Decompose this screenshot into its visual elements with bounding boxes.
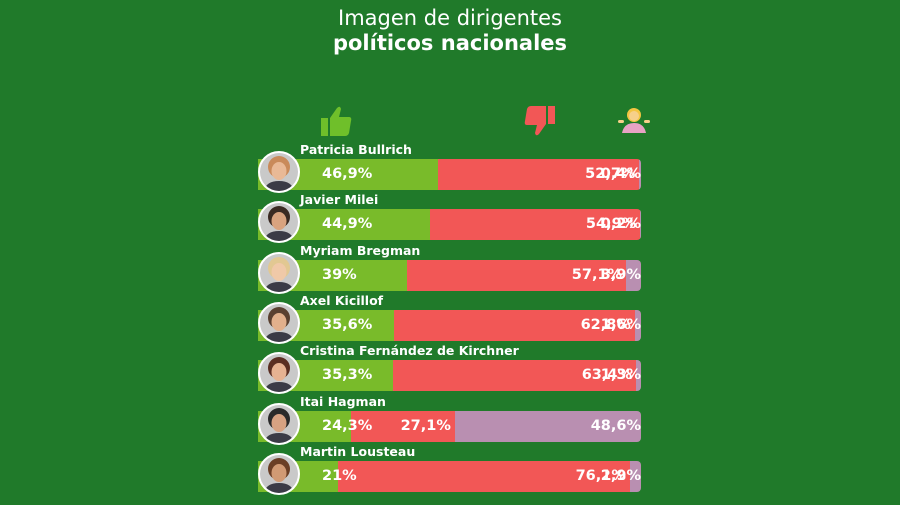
- bar-segment-undecided: [629, 460, 641, 492]
- bar-row: Itai Hagman 24,3% 27,1% 48,6%: [258, 393, 643, 445]
- stacked-bar: [258, 209, 641, 241]
- data-label-undecided: 2,9%: [600, 467, 641, 484]
- title-line-2: políticos nacionales: [332, 31, 568, 55]
- data-label-positive: 44,9%: [322, 216, 373, 233]
- bar-row: Javier Milei 44,9% 54,9% 0,2%: [258, 192, 643, 244]
- avatar: [258, 201, 300, 244]
- avatar: [258, 151, 300, 193]
- data-label-undecided: 3,9%: [600, 266, 641, 283]
- data-label-negative: 76,1%: [575, 467, 626, 484]
- data-label-positive: 35,6%: [322, 316, 373, 333]
- thumbs-down-icon: [524, 106, 555, 136]
- bar-row: Patricia Bullrich 46,9% 52,7% 0,4%: [258, 142, 643, 193]
- politician-name: Myriam Bregman: [300, 242, 421, 258]
- bar-row: Martin Lousteau 21% 76,1% 2,9%: [258, 443, 643, 495]
- bar-segment-undecided: [626, 259, 641, 291]
- bar-segment-negative: [394, 309, 636, 341]
- thumbs-up-icon: [321, 106, 352, 136]
- politician-name: Itai Hagman: [300, 393, 386, 409]
- bar-segment-undecided: [634, 309, 641, 341]
- politician-name: Javier Milei: [300, 192, 379, 208]
- data-label-negative: 27,1%: [400, 417, 451, 434]
- bar-segment-negative: [429, 209, 641, 241]
- bar-row: Cristina Fernández de Kirchner 35,3% 63,4%…: [258, 343, 643, 395]
- stacked-bar: [258, 410, 641, 442]
- data-label-negative: 62,8%: [580, 316, 631, 333]
- data-label-positive: 24,3%: [322, 417, 373, 434]
- bar-row: Myriam Bregman 39% 57,1% 3,9%: [258, 242, 643, 294]
- bar-row: Axel Kicillof 35,6% 62,8% 1,6%: [258, 292, 643, 344]
- data-label-negative: 57,1%: [571, 266, 623, 283]
- bar-segment-negative: [338, 460, 631, 492]
- bar-segment-undecided: [454, 410, 641, 442]
- avatar: [258, 251, 300, 294]
- politician-name: Patricia Bullrich: [300, 142, 412, 157]
- data-label-undecided: 0,2%: [600, 216, 641, 233]
- data-label-negative: 52,7%: [585, 166, 636, 182]
- data-label-positive: 46,9%: [322, 166, 373, 182]
- bar-segment-undecided: [640, 209, 641, 241]
- data-label-positive: 35,3%: [322, 367, 373, 384]
- stacked-bar: [258, 159, 641, 190]
- bar-segment-undecided: [636, 360, 641, 392]
- avatar: [258, 301, 300, 344]
- stacked-bar: [258, 259, 641, 291]
- bar-segment-negative: [351, 410, 456, 442]
- data-label-positive: 21%: [322, 467, 357, 484]
- bar-segment-negative: [437, 159, 640, 190]
- bar-segment-undecided: [639, 159, 641, 190]
- chart-title: Imagen de dirigentes políticos nacionale…: [0, 6, 900, 55]
- politician-name: Martin Lousteau: [300, 443, 416, 459]
- politician-name: Axel Kicillof: [300, 292, 384, 308]
- data-label-undecided: 0,4%: [600, 166, 641, 182]
- politician-name: Cristina Fernández de Kirchner: [300, 343, 519, 359]
- data-label-undecided: 48,6%: [590, 417, 641, 434]
- data-label-positive: 39%: [322, 266, 357, 283]
- avatar: [258, 402, 300, 445]
- bar-segment-negative: [407, 259, 627, 291]
- shrug-person-icon: [618, 108, 650, 133]
- data-label-negative: 63,4%: [581, 367, 633, 384]
- title-line-1: Imagen de dirigentes: [338, 6, 562, 30]
- data-label-undecided: 1,3%: [600, 367, 641, 384]
- bar-segment-negative: [393, 360, 637, 392]
- data-label-undecided: 1,6%: [600, 316, 641, 333]
- data-label-negative: 54,9%: [585, 216, 637, 233]
- avatar: [258, 352, 300, 395]
- avatar: [258, 452, 300, 495]
